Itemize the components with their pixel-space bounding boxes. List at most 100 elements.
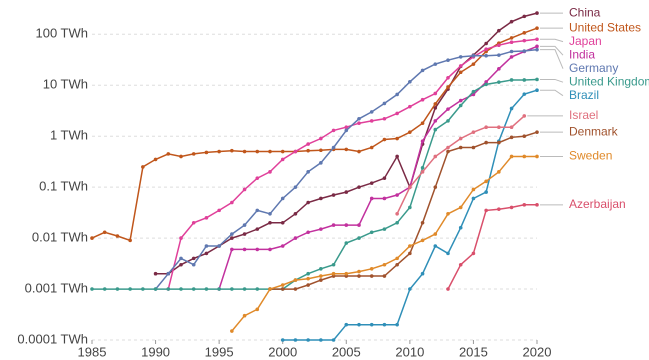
data-point: [357, 274, 361, 278]
data-point: [268, 247, 272, 252]
data-point: [166, 152, 171, 156]
data-point: [280, 196, 285, 201]
data-point: [369, 230, 374, 235]
data-point: [382, 116, 387, 121]
data-point: [306, 271, 310, 276]
data-point: [522, 49, 527, 53]
data-point: [458, 55, 463, 59]
data-point: [357, 223, 361, 227]
data-point: [509, 19, 514, 24]
data-point: [420, 121, 425, 125]
data-point: [420, 238, 425, 243]
data-point: [242, 232, 247, 236]
data-point: [497, 53, 501, 57]
data-point: [433, 244, 438, 248]
y-tick-label: 0.1 TWh: [39, 179, 88, 194]
data-point: [408, 104, 412, 109]
data-point: [331, 223, 336, 227]
legend-label: Azerbaijan: [569, 197, 626, 211]
data-point: [255, 176, 260, 180]
data-point: [280, 287, 285, 291]
data-point: [344, 190, 349, 194]
x-tick-label: 2010: [395, 344, 424, 359]
legend-label: United Kingdom: [569, 74, 649, 88]
data-point: [293, 236, 298, 240]
data-point: [369, 196, 374, 201]
data-point: [306, 230, 310, 235]
data-point: [319, 161, 323, 165]
data-point: [497, 140, 501, 145]
data-point: [255, 227, 260, 231]
data-point: [306, 142, 310, 146]
data-point: [446, 58, 450, 63]
x-tick-label: 2020: [523, 344, 552, 359]
data-point: [179, 287, 183, 291]
data-point: [471, 89, 476, 94]
data-point: [509, 125, 514, 130]
data-point: [382, 227, 387, 231]
data-point: [369, 145, 374, 150]
data-point: [395, 211, 399, 216]
data-point: [357, 322, 361, 327]
y-tick-label: 1 TWh: [50, 128, 88, 143]
data-point: [369, 119, 374, 123]
data-point: [433, 127, 438, 132]
data-point: [458, 136, 463, 141]
data-point: [484, 140, 488, 145]
x-tick-label: 2015: [459, 344, 488, 359]
data-point: [331, 338, 336, 342]
data-point: [471, 196, 476, 201]
data-point: [458, 145, 463, 150]
data-point: [141, 287, 145, 291]
data-point: [433, 62, 438, 66]
data-point: [535, 26, 539, 30]
data-point: [408, 244, 412, 248]
data-point: [433, 106, 438, 110]
data-point: [458, 98, 463, 103]
data-point: [395, 111, 399, 116]
legend-label: United States: [569, 20, 641, 34]
data-point: [535, 154, 539, 159]
data-point: [433, 232, 438, 236]
data-point: [509, 36, 514, 40]
data-point: [306, 148, 310, 153]
data-point: [319, 196, 323, 201]
data-point: [179, 154, 183, 159]
data-point: [319, 266, 323, 271]
x-tick-label: 1985: [78, 344, 107, 359]
data-point: [280, 157, 285, 162]
series-line: [91, 27, 538, 242]
data-point: [408, 130, 412, 134]
data-point: [230, 200, 234, 205]
data-point: [522, 92, 527, 96]
data-point: [420, 220, 425, 225]
data-point: [382, 137, 387, 142]
data-point: [128, 287, 132, 291]
data-point: [497, 170, 501, 174]
legend-connector: [540, 78, 564, 83]
data-point: [102, 230, 107, 235]
data-point: [420, 170, 425, 174]
series-line: [231, 155, 537, 332]
data-point: [268, 220, 272, 225]
data-point: [217, 149, 221, 154]
data-point: [204, 150, 209, 155]
data-point: [255, 247, 260, 252]
x-tick-label: 1995: [205, 344, 234, 359]
legend-label: Japan: [569, 34, 602, 48]
data-point: [408, 79, 412, 84]
data-point: [382, 274, 387, 278]
legend-label: Denmark: [569, 124, 619, 138]
data-point: [331, 145, 336, 150]
data-point: [306, 276, 310, 281]
data-point: [522, 31, 527, 35]
data-point: [369, 266, 374, 271]
data-point: [395, 262, 399, 267]
data-point: [471, 251, 476, 256]
data-point: [522, 78, 527, 82]
legend-connector: [540, 45, 564, 56]
legend-connector: [540, 49, 564, 69]
data-point: [395, 136, 399, 141]
legend-connector: [540, 38, 564, 43]
